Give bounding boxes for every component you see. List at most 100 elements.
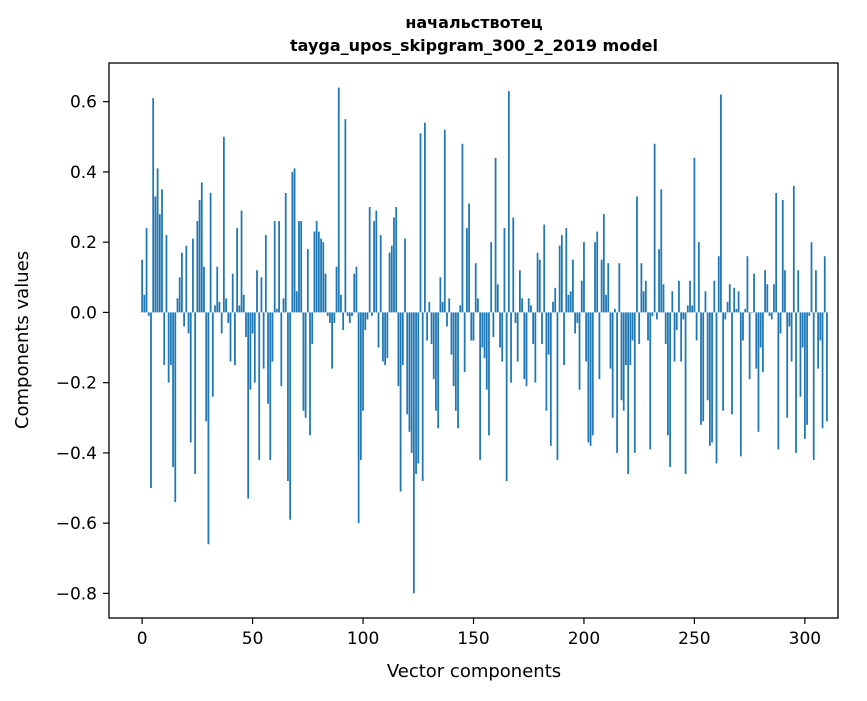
bar xyxy=(585,312,588,362)
bar xyxy=(183,312,185,327)
bar xyxy=(342,312,345,330)
bar xyxy=(748,312,751,380)
bar xyxy=(616,312,618,453)
bar xyxy=(373,221,375,313)
bar xyxy=(651,312,654,316)
bar xyxy=(313,231,316,313)
bar xyxy=(344,119,347,313)
bar xyxy=(636,196,638,313)
bar xyxy=(192,238,194,313)
bar xyxy=(353,273,356,313)
bar xyxy=(174,312,177,503)
bar xyxy=(185,245,188,313)
x-tick-label: 300 xyxy=(789,629,821,649)
y-tick-label: −0.2 xyxy=(56,374,97,394)
y-tick-label: −0.4 xyxy=(56,444,97,464)
bar xyxy=(448,298,451,313)
bar xyxy=(435,312,437,411)
bar xyxy=(395,207,398,313)
bar xyxy=(472,312,475,341)
bar xyxy=(477,298,479,313)
bar xyxy=(722,312,725,411)
bar xyxy=(150,312,152,489)
bar xyxy=(251,312,254,334)
bar xyxy=(521,298,523,313)
bar xyxy=(611,312,614,418)
y-tick-label: −0.6 xyxy=(56,514,97,534)
bar xyxy=(653,143,656,313)
y-axis-label: Components values xyxy=(12,251,33,429)
bar xyxy=(629,312,632,366)
bar xyxy=(196,221,199,313)
bar xyxy=(784,270,786,313)
bar xyxy=(640,263,643,313)
bar xyxy=(693,157,696,313)
bar xyxy=(689,280,691,313)
bar xyxy=(479,312,482,460)
bar xyxy=(759,312,762,348)
bar xyxy=(209,192,212,313)
bar xyxy=(161,189,163,313)
bar xyxy=(218,301,221,313)
bar xyxy=(287,312,289,482)
bar xyxy=(682,312,685,320)
bar xyxy=(454,312,457,411)
bar xyxy=(200,182,203,313)
bar xyxy=(510,312,512,383)
bar xyxy=(256,270,258,313)
bar xyxy=(554,287,557,313)
bar xyxy=(172,312,174,467)
bar xyxy=(262,312,265,369)
y-tick-label: 0.4 xyxy=(70,163,97,183)
bar xyxy=(587,312,590,443)
bar xyxy=(165,235,168,313)
bar xyxy=(775,192,778,313)
bar xyxy=(401,312,404,366)
bar xyxy=(806,312,808,425)
bar xyxy=(686,305,689,313)
bar xyxy=(214,305,216,313)
x-tick-label: 250 xyxy=(678,629,710,649)
bar xyxy=(317,231,320,313)
bar xyxy=(810,242,813,313)
bar xyxy=(821,312,824,429)
bar xyxy=(386,312,389,359)
bar xyxy=(459,305,462,313)
bar xyxy=(642,291,645,313)
bar xyxy=(662,284,665,313)
bar xyxy=(225,298,227,313)
bar xyxy=(591,312,594,436)
bar xyxy=(797,270,800,313)
bar xyxy=(384,312,387,366)
bar xyxy=(795,312,797,453)
x-tick-label: 200 xyxy=(568,629,600,649)
bar xyxy=(605,294,607,313)
bar xyxy=(284,192,287,313)
bar xyxy=(379,235,382,313)
bar xyxy=(680,312,683,362)
bar xyxy=(547,312,550,355)
bar xyxy=(240,210,243,313)
x-axis-label: Vector components xyxy=(387,661,561,682)
bar xyxy=(468,203,470,313)
bar xyxy=(269,312,272,460)
bar xyxy=(823,256,826,313)
bar xyxy=(178,277,181,313)
bar xyxy=(609,312,612,369)
bar xyxy=(770,312,773,320)
bar xyxy=(346,312,349,316)
bar xyxy=(216,266,219,313)
bar xyxy=(583,242,585,313)
bar xyxy=(377,312,380,348)
bar xyxy=(578,312,581,390)
bar xyxy=(781,199,784,313)
bar xyxy=(388,252,391,313)
bar xyxy=(322,242,325,313)
y-tick-label: −0.8 xyxy=(56,584,97,604)
bar xyxy=(779,312,782,334)
bar xyxy=(678,280,680,313)
bar xyxy=(249,312,252,390)
bar xyxy=(359,312,362,460)
bar xyxy=(331,312,333,369)
